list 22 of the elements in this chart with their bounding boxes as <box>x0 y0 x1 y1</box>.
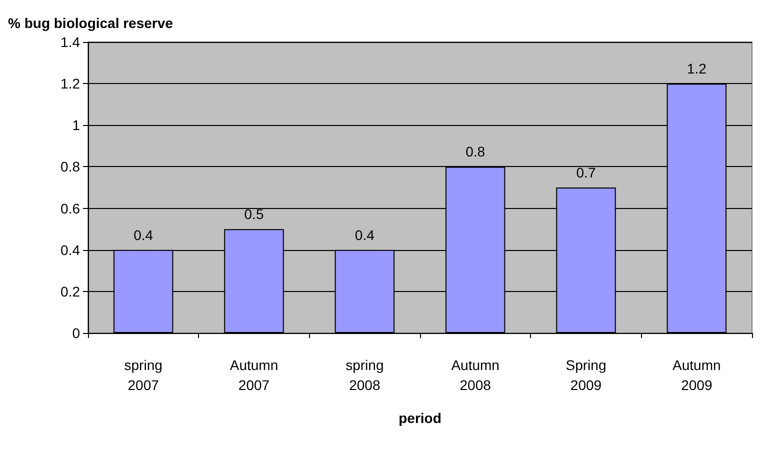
x-tick-label: spring 2007 <box>124 357 162 393</box>
y-axis-title: % bug biological reserve <box>8 15 174 31</box>
y-tick-label: 0.6 <box>60 200 80 216</box>
x-tick-label: Autumn 2008 <box>451 357 500 393</box>
x-axis-title: period <box>398 410 442 426</box>
y-tick-label: 0 <box>72 325 80 341</box>
y-tick-label: 1 <box>72 117 80 134</box>
y-tick-label: 0.2 <box>60 283 80 300</box>
data-label: 0.7 <box>576 164 596 180</box>
x-tick-label: Autumn 2009 <box>672 357 721 393</box>
data-label: 0.4 <box>134 226 154 243</box>
y-tick-label: 1.2 <box>60 76 80 92</box>
data-label: 0.8 <box>466 144 486 160</box>
x-tick-label: spring 2008 <box>346 357 384 393</box>
x-tick-label: Spring 2009 <box>566 357 606 393</box>
y-tick-label: 0.8 <box>60 158 80 175</box>
data-label: 0.4 <box>354 226 375 243</box>
data-label: 0.5 <box>244 206 264 222</box>
data-label: 1.2 <box>686 60 707 77</box>
y-tick-label: 0.4 <box>60 242 80 258</box>
y-tick-label: 1.4 <box>60 34 80 50</box>
x-tick-label: Autumn 2007 <box>230 357 278 393</box>
